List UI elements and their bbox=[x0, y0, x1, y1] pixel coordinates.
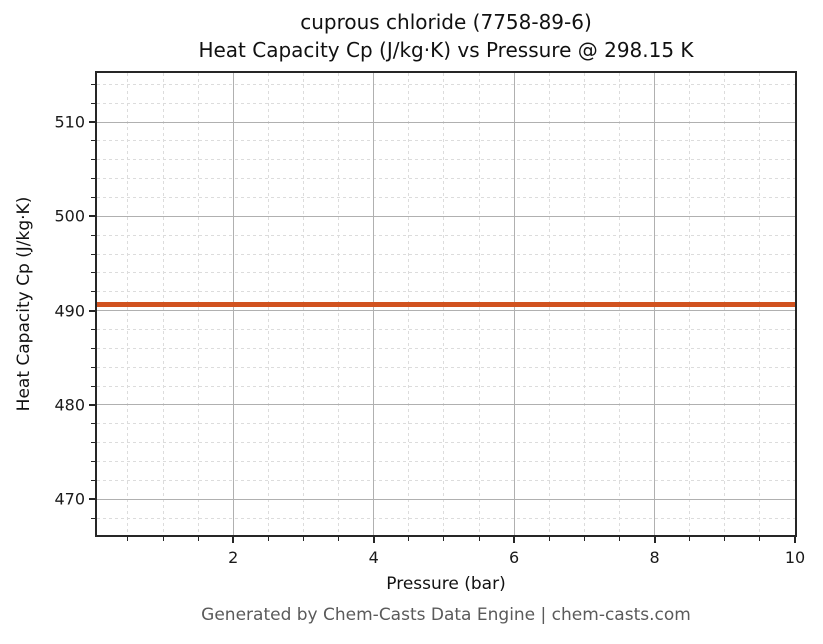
x-minor-tick bbox=[302, 537, 304, 541]
plot-canvas bbox=[97, 73, 795, 535]
y-major-gridline bbox=[97, 310, 795, 312]
y-minor-gridline bbox=[97, 234, 795, 236]
x-minor-tick bbox=[724, 537, 726, 541]
x-major-tick bbox=[794, 537, 796, 543]
x-minor-tick bbox=[408, 537, 410, 541]
y-minor-gridline bbox=[97, 83, 795, 85]
x-major-tick bbox=[232, 537, 235, 543]
x-tick-label: 10 bbox=[784, 548, 806, 567]
x-tick-label: 8 bbox=[649, 548, 660, 567]
y-axis-label: Heat Capacity Cp (J/kg·K) bbox=[14, 196, 34, 412]
footer-credit: Generated by Chem-Casts Data Engine | ch… bbox=[201, 605, 691, 625]
y-minor-gridline bbox=[97, 159, 795, 161]
x-minor-tick bbox=[267, 537, 269, 541]
y-major-gridline bbox=[97, 121, 795, 123]
y-minor-gridline bbox=[97, 196, 795, 198]
y-minor-gridline bbox=[97, 479, 795, 481]
y-tick-label: 510 bbox=[54, 112, 85, 132]
plot-area bbox=[95, 71, 797, 537]
x-minor-tick bbox=[618, 537, 620, 541]
x-tick-label: 4 bbox=[368, 548, 379, 567]
chart-title: cuprous chloride (7758-89-6) Heat Capaci… bbox=[97, 8, 795, 64]
x-minor-tick bbox=[478, 537, 480, 541]
x-minor-tick bbox=[127, 537, 129, 541]
x-major-tick bbox=[513, 537, 516, 543]
x-minor-tick bbox=[443, 537, 445, 541]
x-tick-label: 6 bbox=[509, 548, 520, 567]
x-axis-label: Pressure (bar) bbox=[386, 574, 506, 594]
series-line-heat-capacity-cp bbox=[97, 301, 795, 307]
chart-title-line2: Heat Capacity Cp (J/kg·K) vs Pressure @ … bbox=[198, 38, 694, 62]
x-major-tick bbox=[372, 537, 375, 543]
y-minor-gridline bbox=[97, 328, 795, 330]
y-minor-gridline bbox=[97, 272, 795, 274]
y-major-gridline bbox=[97, 404, 795, 406]
y-minor-gridline bbox=[97, 253, 795, 255]
y-minor-gridline bbox=[97, 291, 795, 293]
y-major-gridline bbox=[97, 215, 795, 217]
y-major-gridline bbox=[97, 498, 795, 500]
y-minor-gridline bbox=[97, 517, 795, 519]
x-minor-tick bbox=[583, 537, 585, 541]
y-tick-label: 490 bbox=[54, 301, 85, 321]
y-tick-label: 470 bbox=[54, 489, 85, 509]
x-minor-tick bbox=[338, 537, 340, 541]
y-tick-label: 480 bbox=[54, 395, 85, 415]
x-minor-tick bbox=[548, 537, 550, 541]
x-minor-tick bbox=[689, 537, 691, 541]
x-minor-tick bbox=[197, 537, 199, 541]
y-minor-gridline bbox=[97, 347, 795, 349]
y-tick-label: 500 bbox=[54, 206, 85, 226]
y-minor-gridline bbox=[97, 442, 795, 444]
y-minor-gridline bbox=[97, 385, 795, 387]
y-minor-gridline bbox=[97, 460, 795, 462]
chart-title-line1: cuprous chloride (7758-89-6) bbox=[300, 10, 592, 34]
x-minor-tick bbox=[162, 537, 164, 541]
y-minor-gridline bbox=[97, 102, 795, 104]
x-major-tick bbox=[653, 537, 656, 543]
y-minor-gridline bbox=[97, 423, 795, 425]
x-tick-label: 2 bbox=[228, 548, 239, 567]
y-minor-gridline bbox=[97, 140, 795, 142]
y-minor-gridline bbox=[97, 366, 795, 368]
x-minor-tick bbox=[759, 537, 761, 541]
y-minor-gridline bbox=[97, 178, 795, 180]
